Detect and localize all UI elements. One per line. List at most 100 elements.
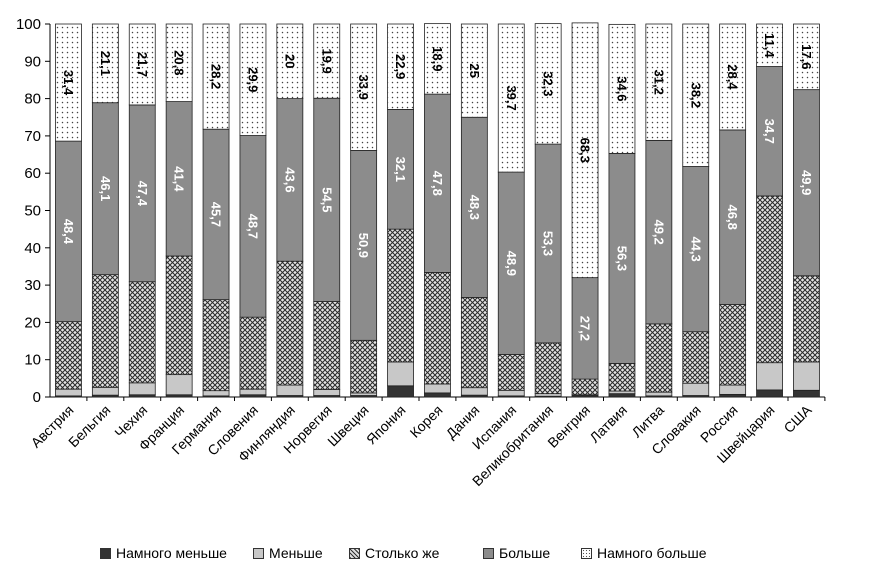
bar-segment [756,23,783,67]
bar-segment [682,166,710,333]
y-tick-label: 30 [24,277,41,294]
legend-item: Меньше [253,543,323,563]
bar-segment [387,361,414,387]
data-label: 56,3 [614,246,629,271]
data-label: 49,9 [799,170,814,195]
bar-segment [165,23,193,102]
bar-segment [460,297,488,389]
bar-segment [276,384,304,396]
bar-segment [202,299,230,392]
bar-segment [313,301,341,390]
y-tick-label: 90 [24,53,41,70]
data-label: 20,8 [172,50,187,75]
data-label: 28,4 [725,64,740,90]
legend: Намного меньше Меньше Столько же Больше Намн… [100,543,800,563]
legend-swatch [253,547,264,559]
data-label: 45,7 [209,202,224,227]
bar-segment [460,387,488,396]
bar-segment [239,316,267,390]
bar-segment [460,23,488,118]
bar-segment [55,23,82,142]
bar-segment [497,389,525,397]
data-label: 17,6 [799,44,814,69]
bar-segment [91,23,119,104]
data-label: 41,4 [172,166,187,192]
bar-segment [756,362,783,391]
bar-segment [608,23,636,154]
bar-segment [276,98,304,262]
legend-item: Столько же [349,543,439,563]
data-label: 32,3 [541,71,556,96]
bar-segment [719,23,747,131]
bar-segment [91,386,119,396]
data-label: 31,4 [61,70,76,96]
y-tick-label: 50 [24,203,41,220]
bar-segment [424,272,451,385]
data-label: 48,4 [61,219,76,245]
data-label: 28,2 [209,64,224,89]
y-tick-label: 20 [24,314,41,331]
bar-segment [202,23,230,130]
bar-segment [645,391,673,397]
bar-segment [608,393,636,398]
legend-swatch [483,547,494,559]
bar-segment [128,104,156,283]
bar-segment [534,342,562,395]
bar-segment [793,361,820,391]
bar-segment [202,128,230,301]
data-label: 19,9 [319,48,334,73]
y-tick-label: 10 [24,352,41,369]
data-label: 18,9 [430,46,445,71]
bar-segment [682,382,710,396]
bar-segment [534,23,562,145]
data-label: 31,2 [651,70,666,95]
bar-segment [719,384,747,395]
bar-segment [793,23,820,91]
x-tick-label: Япония [363,402,409,448]
bar-segment [313,23,341,99]
legend-item: Намного меньше [100,543,227,563]
x-axis-labels: АвстрияБельгияЧехияФранцияГерманияСловен… [28,401,815,489]
bar-segment [128,382,156,396]
bars [55,22,820,398]
data-label: 48,3 [467,195,482,220]
bar-segment [793,89,820,277]
bar-segment [239,135,267,318]
legend-swatch [100,547,111,559]
data-label: 46,1 [98,176,113,201]
data-label: 48,9 [504,251,519,276]
bar-segment [424,383,451,394]
legend-label: Намного больше [597,545,707,561]
bar-segment [313,97,341,302]
data-label: 33,9 [356,75,371,100]
bar-segment [424,23,451,95]
bar-segment [91,274,119,388]
bar-segment [608,363,636,392]
data-label: 38,2 [688,83,703,108]
data-label: 25 [467,63,482,77]
data-label: 46,8 [725,205,740,230]
data-label: 48,7 [245,214,260,239]
x-tick-label: Корея [407,402,446,441]
y-tick-label: 40 [24,240,41,257]
data-label: 68,3 [578,138,593,163]
legend-label: Столько же [365,545,440,561]
bar-segment [350,23,378,151]
bar-segment [497,171,525,355]
data-label: 49,2 [651,219,666,244]
bar-segment [645,323,673,393]
y-tick-label: 0 [33,389,41,406]
x-tick-label: Швеция [324,402,372,450]
bar-segment [165,374,193,396]
bar-segment [128,281,156,384]
bar-segment [313,389,341,396]
bar-segment [424,392,451,398]
data-label: 32,1 [393,157,408,182]
data-label: 29,9 [245,67,260,92]
x-tick-label: США [780,401,815,436]
data-label: 20 [282,54,297,68]
legend-item: Больше [483,543,550,563]
bar-segment [719,129,747,305]
bar-segment [276,23,304,99]
data-label: 27,2 [578,316,593,341]
